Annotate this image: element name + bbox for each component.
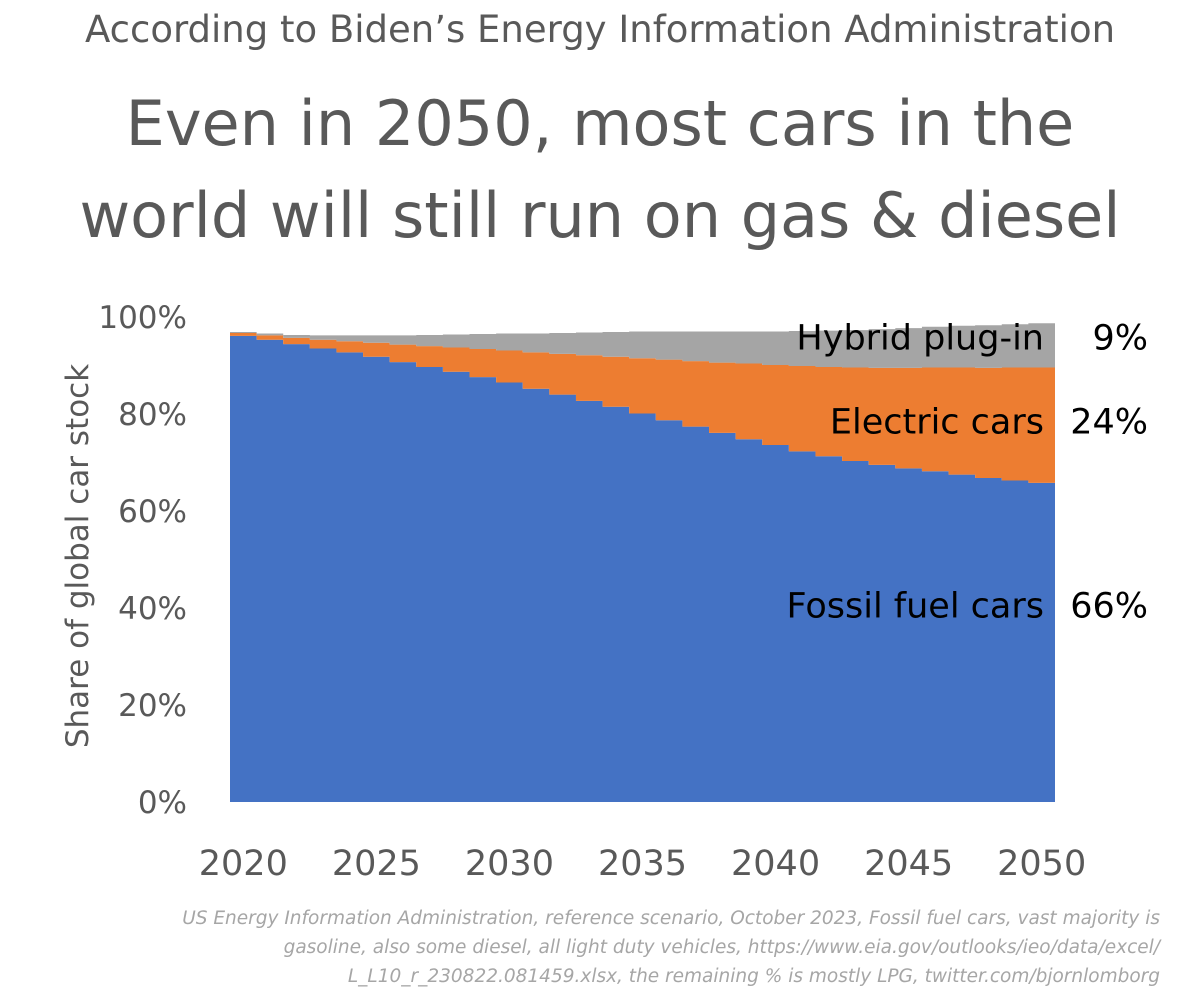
area-series-hybrid-plug-in (230, 323, 1055, 368)
y-tick-label: 100% (98, 300, 187, 336)
x-tick-label: 2020 (199, 844, 288, 884)
area-series-electric-cars (230, 333, 1055, 483)
y-tick-label: 20% (118, 688, 187, 724)
series-label-electric-cars: Electric cars (830, 402, 1044, 442)
x-axis-ticks: 2020 2025 2030 2035 2040 2045 2050 (199, 844, 1086, 884)
source-line-2: gasoline, also some diesel, all light du… (283, 937, 1160, 958)
x-tick-label: 2040 (731, 844, 820, 884)
x-tick-label: 2050 (997, 844, 1086, 884)
area-series-fossil-fuel-cars (230, 335, 1055, 802)
chart-title: Even in 2050, most cars in the world wil… (0, 78, 1200, 262)
chart-title-line-1: Even in 2050, most cars in the (125, 87, 1075, 160)
y-tick-label: 40% (118, 591, 187, 627)
series-label-hybrid-plug-in: Hybrid plug-in (796, 318, 1044, 358)
y-tick-label: 60% (118, 494, 187, 530)
y-tick-label: 0% (138, 785, 187, 821)
series-value-electric-cars: 24% (1070, 402, 1148, 442)
source-line-3: L_L10_r_230822.081459.xlsx, the remainin… (347, 966, 1160, 987)
series-value-fossil-fuel-cars: 66% (1070, 587, 1148, 627)
area-chart: 0%20%40%60%80%100% 2020 2025 2030 2035 2040 2… (60, 300, 1148, 884)
y-axis-label: Share of global car stock (60, 364, 96, 748)
y-tick-label: 80% (118, 397, 187, 433)
x-tick-label: 2035 (598, 844, 687, 884)
source-line-1: US Energy Information Administration, re… (182, 908, 1160, 929)
series-label-fossil-fuel-cars: Fossil fuel cars (786, 587, 1044, 627)
chart-areas (230, 323, 1055, 802)
x-tick-label: 2030 (465, 844, 554, 884)
source-note: US Energy Information Administration, re… (40, 904, 1160, 991)
y-axis-ticks: 0% 20% 40% 60% 80% 100% (98, 300, 187, 821)
x-tick-label: 2025 (332, 844, 421, 884)
series-value-hybrid-plug-in: 9% (1092, 318, 1148, 358)
chart-subtitle: According to Biden’s Energy Information … (84, 8, 1116, 51)
chart-title-line-2: world will still run on gas & diesel (79, 179, 1121, 252)
x-tick-label: 2045 (864, 844, 953, 884)
series-labels: Fossil fuel cars 66% Electric cars 24% Hybri… (786, 318, 1148, 626)
